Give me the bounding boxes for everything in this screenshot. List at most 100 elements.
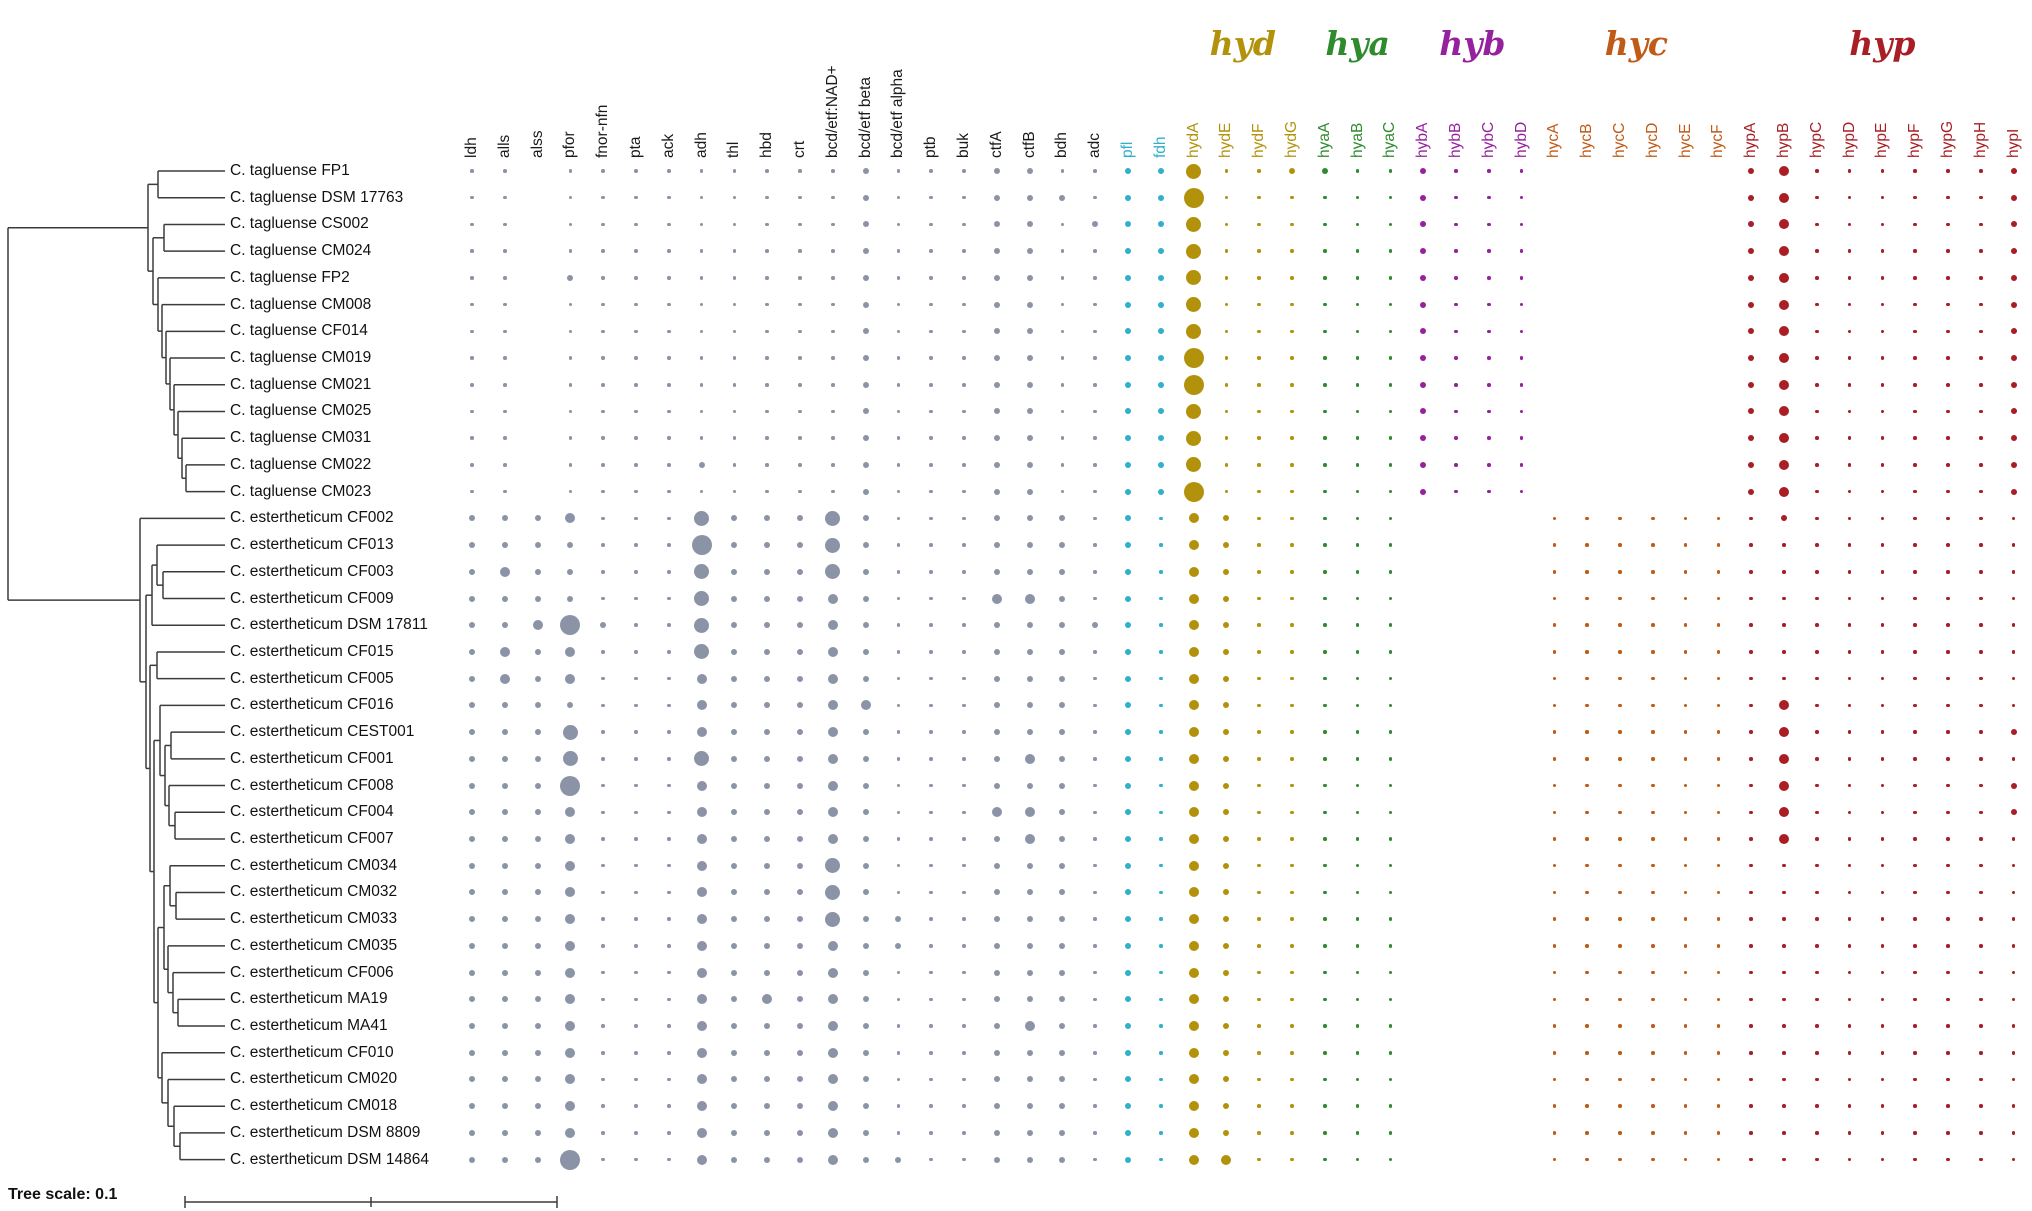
- matrix-dot: [1125, 916, 1131, 923]
- matrix-dot: [601, 757, 605, 761]
- matrix-dot: [1290, 222, 1294, 227]
- column-header-adh: adh: [692, 132, 710, 158]
- matrix-dot: [1186, 430, 1202, 446]
- matrix-dot: [1847, 409, 1852, 414]
- matrix-dot: [1847, 676, 1852, 681]
- matrix-dot: [962, 409, 966, 414]
- matrix-dot: [1290, 730, 1294, 734]
- matrix-dot: [1847, 783, 1852, 788]
- matrix-dot: [1815, 436, 1819, 440]
- matrix-dot: [601, 463, 605, 467]
- matrix-dot: [1223, 1049, 1230, 1056]
- matrix-dot: [1683, 730, 1688, 734]
- matrix-dot: [1979, 195, 1983, 200]
- matrix-dot: [601, 676, 605, 681]
- matrix-dot: [1519, 169, 1524, 173]
- matrix-dot: [1093, 1131, 1097, 1135]
- matrix-dot: [1157, 381, 1164, 388]
- matrix-dot: [1946, 676, 1950, 681]
- matrix-dot: [634, 837, 638, 841]
- matrix-dot: [896, 676, 901, 681]
- matrix-dot: [1716, 1157, 1721, 1162]
- matrix-dot: [1257, 730, 1261, 734]
- matrix-dot: [2010, 194, 2017, 201]
- matrix-dot: [765, 222, 769, 227]
- matrix-dot: [1093, 570, 1097, 574]
- matrix-dot: [827, 1047, 838, 1058]
- matrix-dot: [1026, 461, 1033, 468]
- matrix-dot: [862, 1076, 869, 1083]
- matrix-dot: [568, 222, 573, 227]
- matrix-dot: [1159, 837, 1163, 841]
- matrix-dot: [862, 1103, 869, 1110]
- matrix-dot: [1946, 222, 1950, 227]
- matrix-dot: [797, 809, 803, 816]
- matrix-dot: [2010, 274, 2017, 281]
- matrix-dot: [797, 622, 803, 629]
- column-header-hypb: hypB: [1775, 122, 1792, 158]
- matrix-dot: [1059, 782, 1066, 789]
- matrix-dot: [962, 703, 966, 708]
- matrix-dot: [1618, 810, 1622, 815]
- matrix-dot: [1157, 461, 1164, 468]
- matrix-dot: [470, 436, 474, 440]
- matrix-dot: [1618, 917, 1622, 921]
- matrix-dot: [1683, 1131, 1688, 1135]
- matrix-dot: [1979, 1077, 1983, 1082]
- matrix-dot: [1059, 1156, 1066, 1163]
- matrix-dot: [1159, 676, 1163, 681]
- matrix-dot: [1026, 274, 1033, 281]
- matrix-dot: [1188, 1127, 1199, 1138]
- matrix-dot: [501, 729, 508, 736]
- matrix-dot: [732, 195, 737, 200]
- matrix-dot: [696, 1127, 707, 1138]
- matrix-dot: [1290, 890, 1294, 895]
- matrix-dot: [1290, 863, 1294, 868]
- matrix-dot: [1749, 596, 1753, 601]
- matrix-dot: [1290, 1024, 1294, 1028]
- matrix-dot: [1388, 810, 1393, 815]
- matrix-dot: [601, 890, 605, 895]
- matrix-dot: [1946, 1077, 1950, 1082]
- matrix-dot: [1290, 302, 1294, 307]
- matrix-dot: [469, 702, 475, 709]
- matrix-dot: [831, 195, 835, 200]
- matrix-dot: [696, 700, 707, 711]
- matrix-dot: [1487, 356, 1491, 360]
- matrix-dot: [1552, 1157, 1557, 1162]
- matrix-dot: [699, 222, 704, 227]
- column-header-ctfb: ctfB: [1020, 131, 1038, 158]
- matrix-dot: [862, 1156, 869, 1163]
- matrix-dot: [634, 1051, 638, 1055]
- matrix-dot: [1060, 329, 1065, 334]
- matrix-dot: [1815, 730, 1819, 734]
- matrix-dot: [1552, 676, 1557, 681]
- matrix-dot: [1059, 515, 1066, 522]
- matrix-dot: [2010, 435, 2017, 442]
- matrix-dot: [1059, 755, 1066, 762]
- species-label: C. tagluense CM023: [230, 482, 372, 500]
- matrix-dot: [532, 620, 543, 631]
- matrix-dot: [993, 168, 1000, 174]
- matrix-dot: [896, 436, 901, 440]
- matrix-dot: [1651, 944, 1655, 948]
- matrix-dot: [1651, 1157, 1655, 1162]
- matrix-dot: [1716, 890, 1721, 895]
- matrix-dot: [1257, 329, 1261, 334]
- matrix-dot: [1913, 516, 1917, 521]
- matrix-dot: [501, 1023, 508, 1030]
- matrix-dot: [1188, 646, 1199, 657]
- matrix-dot: [565, 673, 576, 684]
- matrix-dot: [1223, 996, 1230, 1003]
- matrix-dot: [567, 595, 574, 602]
- matrix-dot: [1618, 970, 1622, 975]
- matrix-dot: [991, 807, 1002, 818]
- matrix-dot: [827, 1127, 838, 1138]
- matrix-dot: [1815, 1051, 1819, 1055]
- matrix-dot: [1748, 168, 1755, 174]
- matrix-dot: [1257, 650, 1261, 654]
- matrix-dot: [731, 809, 738, 816]
- matrix-dot: [1552, 837, 1557, 841]
- matrix-dot: [1585, 810, 1589, 815]
